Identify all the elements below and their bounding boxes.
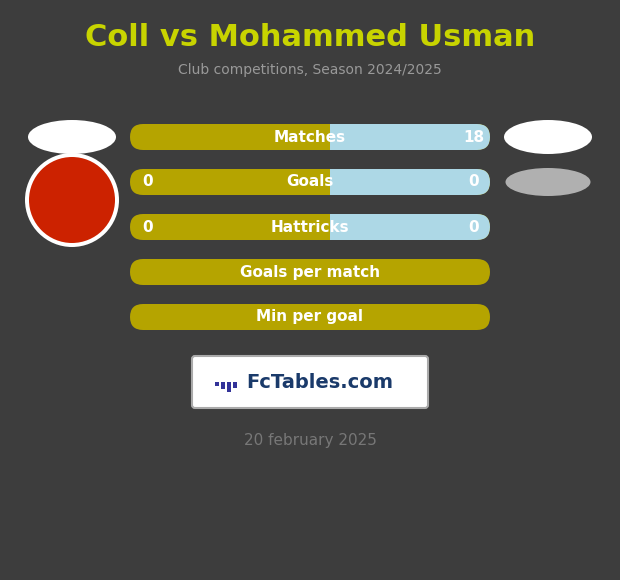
Text: 20 february 2025: 20 february 2025 xyxy=(244,433,376,448)
Bar xyxy=(221,382,225,389)
FancyBboxPatch shape xyxy=(310,214,490,240)
Bar xyxy=(310,124,330,150)
Bar xyxy=(215,382,219,386)
Text: Hattricks: Hattricks xyxy=(271,219,349,234)
Bar xyxy=(227,382,231,392)
Ellipse shape xyxy=(505,168,590,196)
FancyBboxPatch shape xyxy=(130,214,490,240)
Text: 0: 0 xyxy=(469,219,479,234)
Text: 0: 0 xyxy=(469,175,479,190)
Circle shape xyxy=(29,157,115,243)
Text: FcTables.com: FcTables.com xyxy=(247,372,394,392)
Bar xyxy=(233,382,237,388)
Text: 0: 0 xyxy=(143,175,153,190)
Ellipse shape xyxy=(28,120,116,154)
Text: Min per goal: Min per goal xyxy=(257,310,363,324)
Text: Goals per match: Goals per match xyxy=(240,264,380,280)
Text: 18: 18 xyxy=(463,129,485,144)
FancyBboxPatch shape xyxy=(310,169,490,195)
Bar xyxy=(310,214,330,240)
FancyBboxPatch shape xyxy=(192,356,428,408)
Text: 0: 0 xyxy=(143,219,153,234)
FancyBboxPatch shape xyxy=(130,259,490,285)
FancyBboxPatch shape xyxy=(310,124,490,150)
Text: Goals: Goals xyxy=(286,175,334,190)
Circle shape xyxy=(25,153,119,247)
Text: Club competitions, Season 2024/2025: Club competitions, Season 2024/2025 xyxy=(178,63,442,77)
Ellipse shape xyxy=(504,120,592,154)
Bar xyxy=(310,169,330,195)
FancyBboxPatch shape xyxy=(130,124,490,150)
FancyBboxPatch shape xyxy=(130,304,490,330)
Text: Coll vs Mohammed Usman: Coll vs Mohammed Usman xyxy=(85,23,535,52)
FancyBboxPatch shape xyxy=(130,169,490,195)
Text: Matches: Matches xyxy=(274,129,346,144)
